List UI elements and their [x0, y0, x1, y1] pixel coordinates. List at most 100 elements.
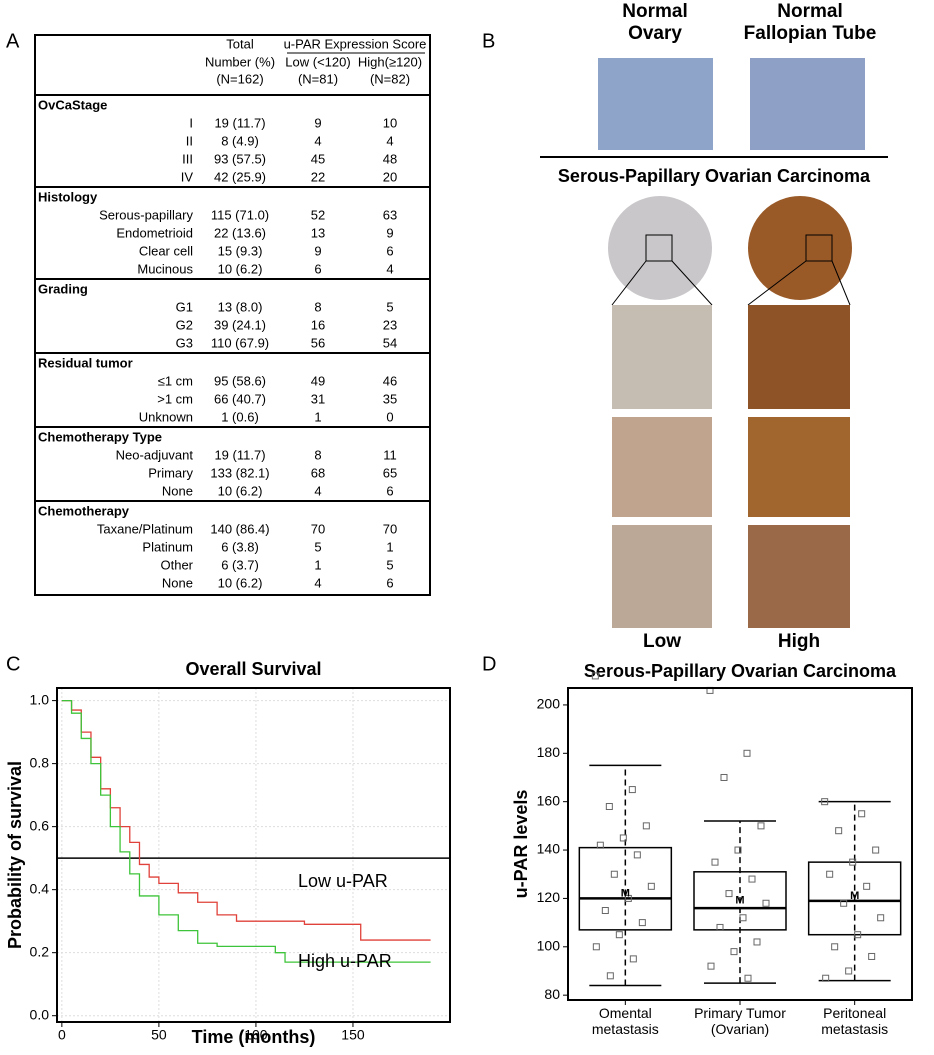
table-cell: 16	[311, 317, 325, 332]
data-point	[628, 786, 636, 794]
panel-label: B	[482, 30, 495, 52]
data-point	[629, 955, 637, 963]
section-title: OvCaStage	[38, 97, 107, 112]
image-title: Serous-Papillary Ovarian Carcinoma	[558, 166, 871, 186]
column-label: Low	[643, 631, 681, 652]
table-cell: 5	[386, 299, 393, 314]
image	[748, 305, 850, 409]
table-cell: 13 (8.0)	[218, 299, 263, 314]
table-cell: 8	[314, 447, 321, 462]
row-label: Serous-papillary	[99, 207, 193, 222]
data-point	[821, 798, 829, 806]
table-cell: 0	[386, 409, 393, 424]
table-cell: 4	[386, 133, 393, 148]
table-cell: 10 (6.2)	[218, 483, 263, 498]
row-label: G1	[176, 299, 193, 314]
data-point	[619, 834, 627, 842]
y-tick-label: 120	[537, 889, 561, 905]
table-cell: 95 (58.6)	[214, 373, 266, 388]
data-point	[734, 846, 742, 854]
table-cell: 45	[311, 151, 325, 166]
table-cell: 133 (82.1)	[210, 465, 269, 480]
table-cell: 1	[314, 557, 321, 572]
image	[612, 525, 712, 628]
zoom-line	[611, 260, 647, 306]
table-header: Number (%)	[205, 54, 275, 69]
box	[693, 871, 787, 931]
table-cell: 1	[314, 409, 321, 424]
row-label: ≤1 cm	[158, 373, 193, 388]
table-header: Low (<120)	[285, 54, 350, 69]
mean-marker: M	[850, 890, 859, 902]
data-point	[831, 943, 839, 951]
table-cell: 22	[311, 169, 325, 184]
section-title: Histology	[38, 189, 98, 204]
table-cell: 35	[383, 391, 397, 406]
data-point	[858, 810, 866, 818]
inset-box	[805, 234, 833, 262]
table-cell: 42 (25.9)	[214, 169, 266, 184]
x-tick-label: Omental metastasis	[592, 1005, 659, 1037]
data-point	[849, 858, 857, 866]
column-label: High	[778, 631, 820, 652]
table-header: Total	[226, 36, 254, 51]
table-cell: 6	[386, 243, 393, 258]
data-point	[606, 972, 614, 980]
data-point	[826, 870, 834, 878]
data-point	[615, 931, 623, 939]
row-label: III	[182, 151, 193, 166]
image-title: Normal Ovary	[622, 1, 687, 44]
data-point	[845, 967, 853, 975]
data-point	[868, 952, 876, 960]
table-cell: 6 (3.8)	[221, 539, 259, 554]
row-label: Primary	[148, 465, 193, 480]
y-tick-label: 0.6	[30, 817, 50, 833]
table-cell: 56	[311, 335, 325, 350]
row-label: Taxane/Platinum	[97, 521, 193, 536]
x-tick-label: 0	[58, 1027, 66, 1043]
data-point	[743, 749, 751, 757]
row-label: None	[162, 575, 193, 590]
y-tick-label: 200	[537, 696, 561, 712]
data-point	[647, 882, 655, 890]
data-point	[822, 974, 830, 982]
row-label: I	[189, 115, 193, 130]
image	[612, 417, 712, 517]
table-cell: 20	[383, 169, 397, 184]
data-point	[601, 907, 609, 915]
x-tick-label: Primary Tumor (Ovarian)	[694, 1005, 786, 1037]
panel-label: A	[6, 30, 20, 52]
zoom-line	[831, 260, 851, 306]
survival-curve	[61, 699, 431, 941]
table-cell: 39 (24.1)	[214, 317, 266, 332]
table-cell: 4	[314, 575, 321, 590]
y-tick-label: 1.0	[30, 691, 50, 707]
mean-marker: M	[621, 887, 630, 899]
row-label: IV	[181, 169, 194, 184]
x-tick-label: 100	[244, 1027, 268, 1043]
table-cell: 140 (86.4)	[210, 521, 269, 536]
y-tick-label: 80	[544, 986, 560, 1002]
row-label: G2	[176, 317, 193, 332]
chart-title: Serous-Papillary Ovarian Carcinoma	[584, 661, 897, 681]
data-point	[711, 858, 719, 866]
data-point	[716, 923, 724, 931]
table-cell: 8 (4.9)	[221, 133, 259, 148]
data-point	[753, 938, 761, 946]
panel-label: D	[482, 653, 496, 675]
row-label: II	[186, 133, 193, 148]
image-title: Normal Fallopian Tube	[744, 1, 877, 44]
table-cell: 48	[383, 151, 397, 166]
data-point	[638, 919, 646, 927]
table-cell: 1 (0.6)	[221, 409, 259, 424]
zoom-line	[747, 260, 807, 306]
data-point	[725, 890, 733, 898]
data-point	[840, 899, 848, 907]
panel-label: C	[6, 653, 20, 675]
table-cell: 54	[383, 335, 397, 350]
table-cell: 6	[386, 483, 393, 498]
table-border	[34, 34, 431, 596]
image	[748, 525, 850, 628]
section-title: Chemotherapy Type	[38, 429, 162, 444]
